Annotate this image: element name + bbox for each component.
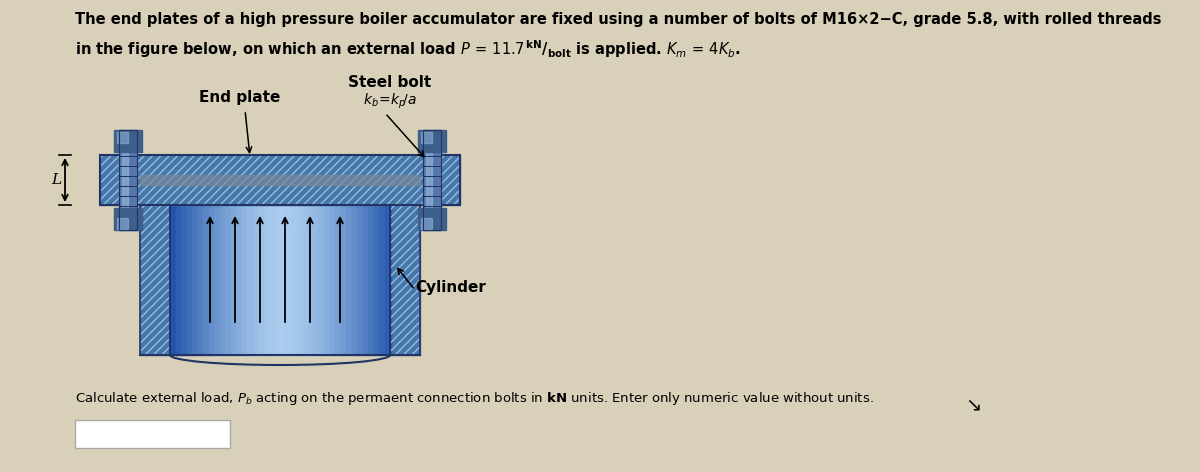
Bar [390, 205, 420, 355]
Bar [418, 130, 446, 144]
Bar [247, 205, 253, 355]
Bar [192, 205, 198, 355]
Bar [140, 205, 170, 355]
Bar [140, 205, 170, 355]
Bar [313, 205, 319, 355]
Text: ↘: ↘ [965, 395, 982, 414]
Bar [119, 130, 137, 230]
Bar [384, 205, 391, 355]
Bar [100, 155, 460, 205]
Bar [352, 205, 358, 355]
Bar [209, 205, 215, 355]
Bar [324, 205, 330, 355]
Bar [258, 205, 264, 355]
Bar [390, 205, 420, 355]
Bar [241, 205, 248, 355]
Bar [426, 135, 432, 225]
Bar [421, 132, 432, 143]
Text: Calculate external load, $P_b$ acting on the permaent connection bolts in $\math: Calculate external load, $P_b$ acting on… [74, 390, 874, 407]
Bar [280, 205, 287, 355]
Bar [341, 205, 347, 355]
Text: Steel bolt: Steel bolt [348, 75, 432, 90]
Bar [214, 205, 221, 355]
Bar [379, 205, 385, 355]
Bar [114, 208, 142, 216]
Bar [358, 205, 364, 355]
Bar [140, 175, 420, 185]
Bar [286, 205, 292, 355]
Text: The end plates of a high pressure boiler accumulator are fixed using a number of: The end plates of a high pressure boiler… [74, 12, 1162, 27]
Text: in the figure below, on which an external load $P\,{=}\,11.7\,\mathbf{^{kN}/_{bo: in the figure below, on which an externa… [74, 38, 740, 59]
Bar [292, 205, 298, 355]
Bar [418, 216, 446, 230]
Bar [170, 205, 176, 355]
Bar [335, 205, 342, 355]
Bar [418, 208, 446, 216]
Bar [264, 205, 270, 355]
Text: $k_b\!=\!k_p\!/a$: $k_b\!=\!k_p\!/a$ [364, 92, 416, 111]
Bar [373, 205, 380, 355]
Bar [418, 144, 446, 152]
Bar [114, 144, 142, 152]
Text: L: L [50, 173, 61, 187]
Bar [100, 155, 460, 205]
Bar [252, 205, 259, 355]
Bar [346, 205, 353, 355]
Bar [296, 205, 302, 355]
Bar [424, 130, 442, 230]
Bar [390, 205, 420, 355]
Bar [424, 130, 442, 230]
Bar [307, 205, 314, 355]
Bar [230, 205, 238, 355]
Bar [114, 216, 142, 230]
Bar [368, 205, 374, 355]
Bar [226, 205, 232, 355]
Bar [198, 205, 204, 355]
Bar [421, 218, 432, 229]
Bar [203, 205, 210, 355]
Bar [114, 130, 142, 144]
Bar [181, 205, 187, 355]
Bar [175, 205, 182, 355]
Bar [302, 205, 308, 355]
Text: Cylinder: Cylinder [415, 280, 486, 295]
Bar [220, 205, 226, 355]
Bar [122, 135, 128, 225]
Bar [118, 218, 128, 229]
Text: End plate: End plate [199, 90, 281, 105]
Bar [269, 205, 276, 355]
Bar [74, 420, 230, 448]
Bar [275, 205, 281, 355]
Bar [236, 205, 242, 355]
Bar [118, 132, 128, 143]
Bar [100, 155, 460, 205]
Bar [140, 205, 170, 355]
Bar [318, 205, 325, 355]
Bar [119, 130, 137, 230]
Bar [330, 205, 336, 355]
Bar [186, 205, 193, 355]
Bar [362, 205, 370, 355]
